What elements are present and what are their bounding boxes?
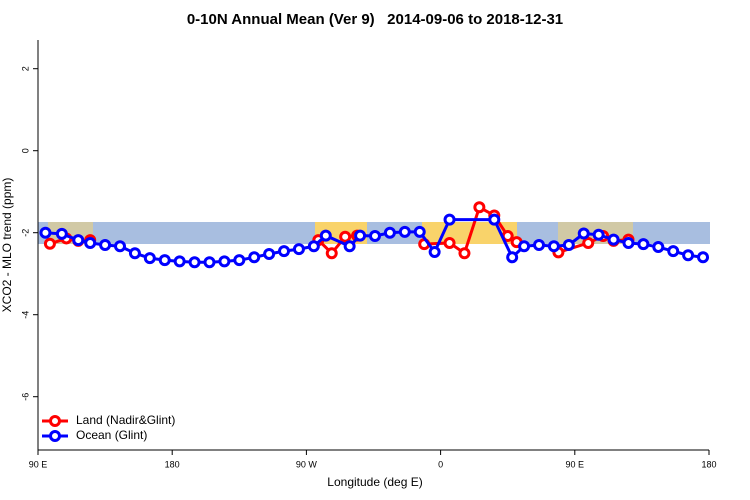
point xyxy=(354,229,367,242)
y-tick-label: -6 xyxy=(20,393,30,401)
point xyxy=(307,240,320,253)
chart-title: 0-10N Annual Mean (Ver 9) 2014-09-06 to … xyxy=(187,11,563,28)
x-tick-label: 90 W xyxy=(296,459,318,469)
point xyxy=(652,241,665,254)
legend-label: Ocean (Glint) xyxy=(76,428,147,442)
point xyxy=(443,236,456,249)
x-tick-label: 0 xyxy=(438,459,443,469)
point xyxy=(637,238,650,251)
x-tick-label: 180 xyxy=(165,459,180,469)
y-tick-label: -2 xyxy=(20,229,30,237)
point xyxy=(233,254,246,267)
point xyxy=(697,251,710,264)
point xyxy=(607,233,620,246)
point xyxy=(533,239,546,251)
point xyxy=(292,243,305,256)
point xyxy=(188,256,201,269)
point xyxy=(443,213,456,226)
y-tick-label: 2 xyxy=(20,66,30,71)
point xyxy=(114,240,127,253)
y-tick-label: 0 xyxy=(20,148,30,153)
point xyxy=(128,247,141,260)
point xyxy=(488,213,501,226)
point xyxy=(547,240,560,253)
point xyxy=(473,201,486,214)
point xyxy=(248,251,261,264)
point xyxy=(278,245,291,258)
x-tick-label: 90 E xyxy=(29,459,48,469)
point xyxy=(398,225,411,238)
point xyxy=(339,230,352,243)
point xyxy=(368,229,381,242)
point xyxy=(562,239,575,251)
point xyxy=(428,245,441,258)
point xyxy=(218,255,231,268)
x-tick-label: 180 xyxy=(701,459,716,469)
point xyxy=(458,247,471,260)
legend-marker xyxy=(49,415,61,427)
point xyxy=(413,225,426,238)
point xyxy=(43,237,56,250)
y-axis-title: XCO2 - MLO trend (ppm) xyxy=(0,178,14,313)
point xyxy=(582,236,595,249)
point xyxy=(158,254,171,267)
point xyxy=(203,256,216,269)
y-tick-label: -4 xyxy=(20,311,30,319)
point xyxy=(263,248,276,261)
x-tick-label: 90 E xyxy=(566,459,585,469)
point xyxy=(622,236,635,249)
point xyxy=(319,229,332,242)
point xyxy=(667,245,680,258)
point xyxy=(577,227,590,240)
legend-label: Land (Nadir&Glint) xyxy=(76,413,175,427)
point xyxy=(99,239,112,251)
point xyxy=(383,226,396,239)
point xyxy=(55,227,68,240)
point xyxy=(343,240,356,253)
x-axis-title: Longitude (deg E) xyxy=(327,475,422,489)
point xyxy=(173,255,186,268)
point xyxy=(39,226,52,239)
point xyxy=(506,251,519,264)
point xyxy=(518,240,531,253)
point xyxy=(682,249,695,262)
point xyxy=(72,234,85,247)
point xyxy=(592,228,605,241)
point xyxy=(325,247,338,260)
point xyxy=(84,236,97,249)
legend-marker xyxy=(49,430,61,442)
point xyxy=(143,252,156,265)
